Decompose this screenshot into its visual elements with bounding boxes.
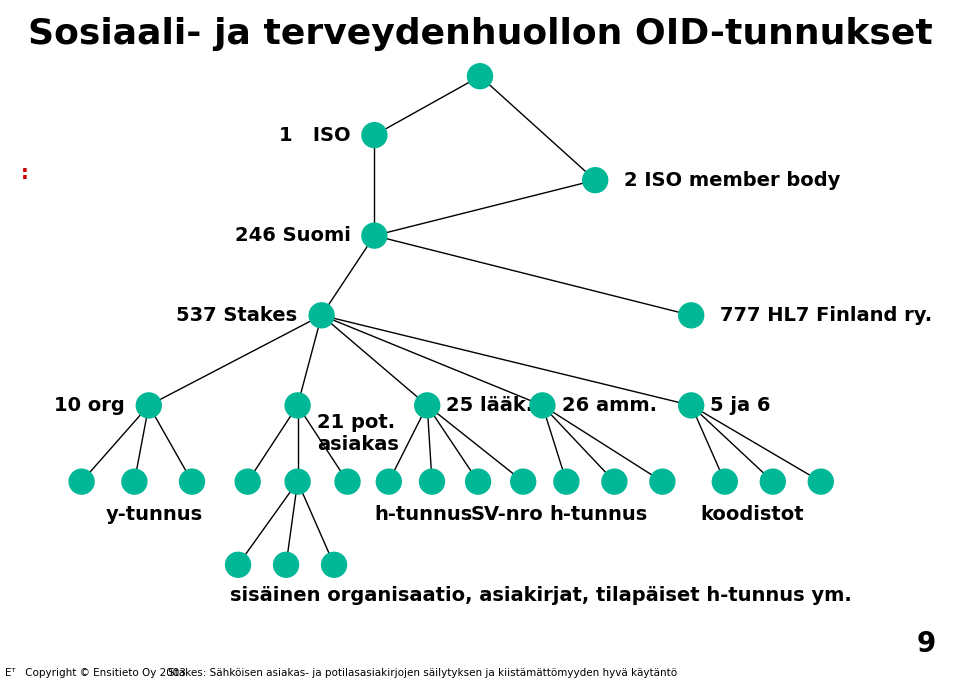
Text: h-tunnus: h-tunnus — [374, 505, 472, 524]
Text: 5 ja 6: 5 ja 6 — [710, 396, 771, 415]
Text: SV-nro: SV-nro — [470, 505, 543, 524]
Text: Stakes: Sähköisen asiakas- ja potilasasiakirjojen säilytyksen ja kiistämättömyyd: Stakes: Sähköisen asiakas- ja potilasasi… — [168, 668, 677, 678]
Ellipse shape — [712, 469, 737, 494]
Ellipse shape — [466, 469, 491, 494]
Ellipse shape — [322, 552, 347, 577]
Ellipse shape — [136, 393, 161, 418]
Ellipse shape — [760, 469, 785, 494]
Text: 537 Stakes: 537 Stakes — [177, 306, 298, 325]
Text: 1   ISO: 1 ISO — [278, 125, 350, 145]
Text: 25 lääk.: 25 lääk. — [446, 396, 534, 415]
Ellipse shape — [554, 469, 579, 494]
Ellipse shape — [650, 469, 675, 494]
Ellipse shape — [530, 393, 555, 418]
Ellipse shape — [679, 303, 704, 328]
Ellipse shape — [420, 469, 444, 494]
Ellipse shape — [180, 469, 204, 494]
Ellipse shape — [274, 552, 299, 577]
Ellipse shape — [235, 469, 260, 494]
Text: y-tunnus: y-tunnus — [106, 505, 203, 524]
Text: koodistot: koodistot — [701, 505, 804, 524]
Ellipse shape — [415, 393, 440, 418]
Text: Eᵀ   Copyright © Ensitieto Oy 2003: Eᵀ Copyright © Ensitieto Oy 2003 — [5, 668, 185, 678]
Text: 777 HL7 Finland ry.: 777 HL7 Finland ry. — [720, 306, 932, 325]
Text: 21 pot.
asiakas: 21 pot. asiakas — [317, 412, 398, 454]
Ellipse shape — [679, 393, 704, 418]
Ellipse shape — [335, 469, 360, 494]
Text: 9: 9 — [917, 631, 936, 658]
Text: 246 Suomi: 246 Suomi — [234, 226, 350, 245]
Text: 26 amm.: 26 amm. — [562, 396, 657, 415]
Ellipse shape — [285, 393, 310, 418]
Ellipse shape — [362, 123, 387, 148]
Text: 10 org: 10 org — [54, 396, 125, 415]
Text: Sosiaali- ja terveydenhuollon OID-tunnukset: Sosiaali- ja terveydenhuollon OID-tunnuk… — [28, 17, 932, 51]
Ellipse shape — [468, 64, 492, 89]
Text: h-tunnus: h-tunnus — [549, 505, 647, 524]
Ellipse shape — [808, 469, 833, 494]
Ellipse shape — [583, 168, 608, 193]
Ellipse shape — [309, 303, 334, 328]
Ellipse shape — [226, 552, 251, 577]
Text: :: : — [21, 164, 29, 183]
Text: sisäinen organisaatio, asiakirjat, tilapäiset h-tunnus ym.: sisäinen organisaatio, asiakirjat, tilap… — [230, 586, 852, 606]
Ellipse shape — [511, 469, 536, 494]
Ellipse shape — [69, 469, 94, 494]
Ellipse shape — [602, 469, 627, 494]
Ellipse shape — [122, 469, 147, 494]
Text: 2 ISO member body: 2 ISO member body — [624, 170, 840, 190]
Ellipse shape — [362, 223, 387, 248]
Ellipse shape — [376, 469, 401, 494]
Ellipse shape — [285, 469, 310, 494]
